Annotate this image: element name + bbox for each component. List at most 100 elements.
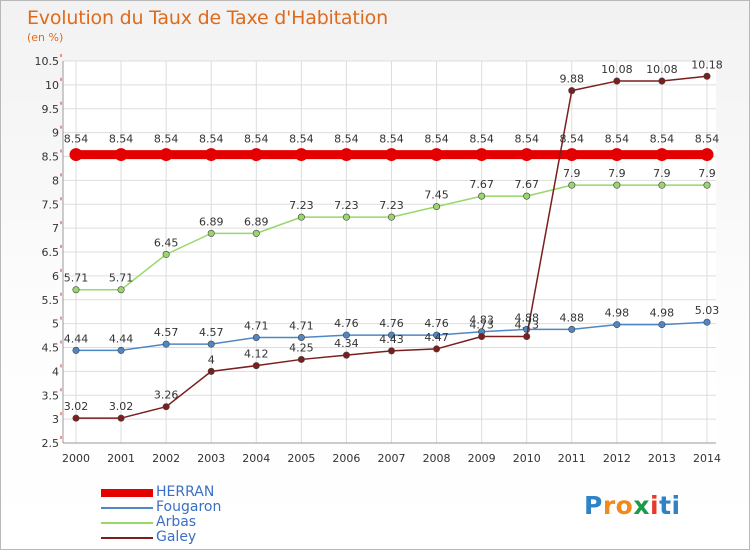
- x-tick-label: 2014: [693, 452, 721, 465]
- data-label-fougaron: 4.88: [560, 311, 585, 324]
- data-label-herran: 8.54: [560, 133, 585, 146]
- data-point-arbas: [252, 229, 260, 237]
- data-label-arbas: 7.45: [424, 189, 449, 202]
- data-point-fougaron: [207, 340, 215, 348]
- data-point-arbas: [433, 203, 441, 211]
- legend-label: HERRAN: [156, 484, 215, 500]
- data-point-herran: [430, 148, 444, 162]
- data-label-herran: 8.54: [695, 133, 720, 146]
- data-point-fougaron: [433, 331, 441, 339]
- data-point-galey: [342, 351, 350, 359]
- y-tick-label: 2.5: [42, 437, 60, 450]
- x-tick-label: 2006: [332, 452, 360, 465]
- y-tick-label: 5.5: [42, 294, 60, 307]
- data-point-herran: [700, 148, 714, 162]
- data-point-galey: [433, 345, 441, 353]
- x-tick-label: 2007: [378, 452, 406, 465]
- data-label-herran: 8.54: [64, 133, 89, 146]
- y-tick-label: 10.5: [35, 55, 60, 68]
- data-point-herran: [249, 148, 263, 162]
- data-label-arbas: 7.9: [653, 167, 671, 180]
- data-label-arbas: 7.67: [514, 178, 539, 191]
- data-point-arbas: [387, 213, 395, 221]
- data-label-fougaron: 4.76: [379, 317, 404, 330]
- data-label-galey: 3.26: [154, 389, 179, 402]
- data-point-herran: [69, 148, 83, 162]
- data-label-galey: 4.25: [289, 341, 314, 354]
- legend-label: Arbas: [156, 514, 197, 530]
- data-point-galey: [252, 362, 260, 370]
- y-tick-label: 7: [52, 222, 59, 235]
- data-point-fougaron: [72, 346, 80, 354]
- data-point-arbas: [72, 286, 80, 294]
- legend-swatch-galey: [101, 537, 153, 539]
- data-label-fougaron: 4.44: [109, 332, 134, 345]
- data-label-arbas: 7.9: [698, 167, 716, 180]
- data-point-herran: [655, 148, 669, 162]
- data-label-arbas: 6.89: [199, 215, 224, 228]
- data-label-galey: 4.47: [424, 331, 449, 344]
- data-point-galey: [523, 333, 531, 341]
- data-label-fougaron: 4.71: [244, 319, 269, 332]
- legend-swatch-arbas: [101, 522, 153, 524]
- data-point-galey: [478, 333, 486, 341]
- data-point-fougaron: [297, 333, 305, 341]
- data-label-galey: 4.73: [469, 319, 494, 332]
- x-tick-label: 2002: [152, 452, 180, 465]
- data-point-fougaron: [117, 346, 125, 354]
- data-point-arbas: [478, 192, 486, 200]
- data-point-arbas: [613, 181, 621, 189]
- data-label-galey: 10.18: [691, 58, 723, 71]
- x-tick-label: 2012: [603, 452, 631, 465]
- data-point-fougaron: [613, 321, 621, 329]
- data-label-herran: 8.54: [424, 133, 449, 146]
- data-label-galey: 4.73: [514, 319, 539, 332]
- data-point-fougaron: [568, 325, 576, 333]
- y-tick-label: 7.5: [42, 198, 60, 211]
- data-label-fougaron: 4.98: [650, 307, 675, 320]
- data-point-arbas: [523, 192, 531, 200]
- data-label-fougaron: 4.98: [605, 307, 630, 320]
- data-label-galey: 10.08: [601, 63, 633, 76]
- y-tick-label: 8: [52, 174, 59, 187]
- series-lines: [69, 72, 714, 422]
- axes: 2.5 3 3.5 4 4.5 5 5.5 6 6.5 7 7.5 8 8.5 9 9.5 10 10.5 200…: [35, 54, 721, 465]
- data-point-herran: [610, 148, 624, 162]
- data-point-herran: [565, 148, 579, 162]
- x-tick-label: 2003: [197, 452, 225, 465]
- y-tick-label: 8.5: [42, 151, 60, 164]
- y-tick-label: 4: [52, 365, 59, 378]
- data-label-galey: 3.02: [64, 400, 89, 413]
- x-tick-label: 2001: [107, 452, 135, 465]
- data-point-galey: [703, 72, 711, 80]
- data-label-herran: 8.54: [469, 133, 494, 146]
- y-tick-label: 6.5: [42, 246, 60, 259]
- data-label-arbas: 7.9: [563, 167, 581, 180]
- x-tick-label: 2008: [423, 452, 451, 465]
- data-point-herran: [475, 148, 489, 162]
- x-tick-label: 2011: [558, 452, 586, 465]
- x-tick-label: 2009: [468, 452, 496, 465]
- data-label-herran: 8.54: [289, 133, 314, 146]
- grid-lines: [63, 60, 716, 444]
- x-tick-label: 2000: [62, 452, 90, 465]
- data-point-fougaron: [703, 318, 711, 326]
- data-label-arbas: 7.23: [334, 199, 359, 212]
- data-label-fougaron: 4.57: [199, 326, 224, 339]
- logo-letter: t: [659, 491, 672, 520]
- data-label-herran: 8.54: [109, 133, 134, 146]
- data-label-galey: 4.34: [334, 337, 359, 350]
- data-label-galey: 4: [208, 353, 215, 366]
- data-label-galey: 10.08: [646, 63, 678, 76]
- legend-label: Galey: [156, 529, 197, 545]
- data-point-galey: [207, 367, 215, 375]
- y-tick-label: 3.5: [42, 389, 60, 402]
- data-label-galey: 4.12: [244, 348, 269, 361]
- data-point-fougaron: [342, 331, 350, 339]
- data-label-fougaron: 4.88: [514, 311, 539, 324]
- logo-letter: x: [633, 491, 650, 520]
- data-label-arbas: 7.23: [289, 199, 314, 212]
- logo-letter: i: [671, 491, 681, 520]
